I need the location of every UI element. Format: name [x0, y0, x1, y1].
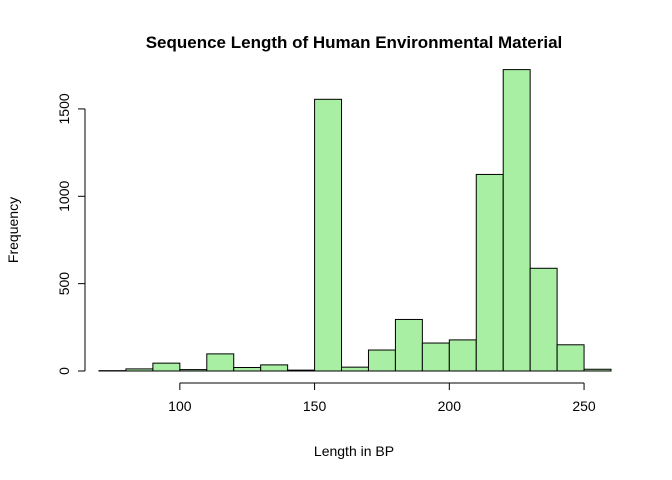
x-tick-label: 150 — [303, 398, 327, 414]
histogram-bar — [179, 369, 208, 372]
y-tick-label: 500 — [56, 272, 72, 296]
histogram-bar — [314, 98, 343, 372]
histogram-bar — [341, 366, 369, 372]
y-tick-label: 1000 — [56, 181, 72, 212]
y-axis: 0 500 1000 1500 — [56, 93, 86, 375]
histogram-bar — [394, 318, 423, 372]
histogram-bar — [125, 368, 154, 372]
histogram-bar — [529, 267, 558, 372]
y-axis-label: Frequency — [5, 197, 21, 263]
y-tick-label: 1500 — [56, 93, 72, 124]
histogram-bar — [448, 339, 477, 372]
bars-group — [98, 69, 612, 372]
y-tick-label: 0 — [56, 367, 72, 375]
histogram-bar — [260, 364, 289, 372]
histogram-bar — [421, 342, 450, 372]
histogram-bar — [233, 367, 262, 372]
x-tick-label: 100 — [168, 398, 192, 414]
x-tick-label: 250 — [572, 398, 596, 414]
x-tick-label: 200 — [438, 398, 462, 414]
histogram-bar — [475, 173, 504, 372]
histogram-bar — [556, 344, 585, 372]
histogram-bar — [152, 362, 181, 372]
x-axis: 100 150 200 250 — [168, 382, 596, 414]
histogram-bar — [583, 368, 612, 372]
histogram-bar — [502, 69, 531, 372]
histogram-bar — [287, 369, 316, 372]
x-axis-label: Length in BP — [314, 443, 394, 459]
histogram-bar — [367, 349, 396, 372]
histogram-bar — [206, 353, 235, 372]
chart-title: Sequence Length of Human Environmental M… — [146, 33, 563, 52]
